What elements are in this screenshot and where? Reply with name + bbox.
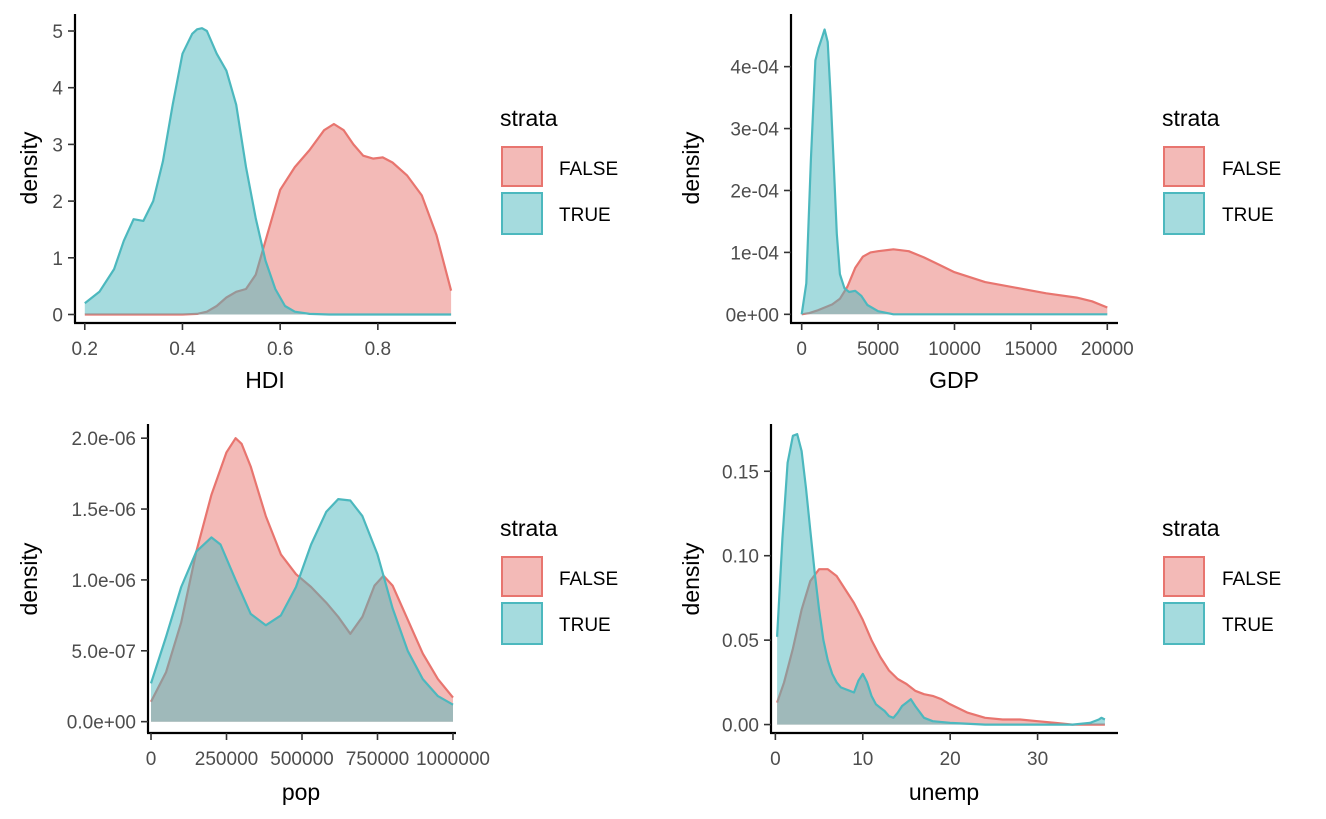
x-tick-label: 20000	[1081, 339, 1134, 360]
y-tick-label: 4e-04	[730, 58, 779, 79]
x-tick-label: 0	[796, 339, 807, 360]
x-tick-label: 0.4	[169, 339, 196, 360]
legend-title: strata	[500, 515, 558, 541]
x-tick-label: 5000	[857, 339, 899, 360]
legend-title: strata	[1162, 515, 1220, 541]
x-tick-label: 20	[940, 749, 961, 770]
density-line-false	[776, 568, 1105, 726]
legend-label-true: TRUE	[559, 205, 611, 226]
legend-title: strata	[1162, 105, 1220, 131]
legend-key-false	[501, 146, 543, 187]
y-axis-title-unemp: density	[678, 542, 704, 615]
x-tick-label: 0	[770, 749, 781, 770]
x-tick-label: 30	[1027, 749, 1048, 770]
y-axis-title-pop: density	[16, 542, 42, 615]
y-tick-label: 1	[52, 249, 63, 270]
legend-gdp: strata FALSE TRUE	[1162, 105, 1281, 235]
y-tick-label: 3	[52, 135, 63, 156]
y-tick-label: 2	[52, 192, 63, 213]
x-tick-label: 15000	[1004, 339, 1057, 360]
y-tick-label: 0.0e+00	[67, 713, 136, 734]
x-axis-title-unemp: unemp	[909, 779, 979, 805]
y-tick-label: 1.0e-06	[72, 571, 136, 592]
ticks-unemp: 0 10 20 30 0.00 0.05 0.10 0.15	[722, 462, 1048, 770]
panel-pop: 0 250000 500000 750000 1000000 0.0e+00 5.0e-07…	[16, 424, 618, 805]
legend-key-true	[1163, 602, 1205, 645]
y-tick-label: 4	[52, 79, 63, 100]
legend-key-false	[501, 556, 543, 597]
ticks-hdi: 0.2 0.4 0.6 0.8 0 1 2 3 4 5	[52, 22, 391, 360]
x-axis-title-gdp: GDP	[929, 367, 979, 393]
legend-key-false	[1163, 146, 1205, 187]
legend-key-false	[1163, 556, 1205, 597]
legend-label-false: FALSE	[559, 159, 618, 180]
legend-label-true: TRUE	[1222, 615, 1274, 636]
density-area-false	[801, 249, 1108, 315]
x-axis-title-pop: pop	[282, 779, 320, 805]
ticks-gdp: 0 5000 10000 15000 20000 0e+00 1e-04 2e-04 3e-04…	[726, 58, 1134, 360]
y-tick-label: 0.10	[722, 547, 759, 568]
y-tick-label: 1.5e-06	[72, 500, 136, 521]
density-area-true	[151, 499, 453, 722]
y-tick-label: 5	[52, 22, 63, 43]
plot-area-unemp	[776, 433, 1106, 726]
panel-unemp: 0 10 20 30 0.00 0.05 0.10 0.15 unemp density st…	[678, 424, 1281, 805]
panel-gdp: 0 5000 10000 15000 20000 0e+00 1e-04 2e-04 3e-04…	[678, 14, 1281, 393]
x-tick-label: 0.2	[72, 339, 98, 360]
y-tick-label: 0.15	[722, 462, 759, 483]
x-tick-label: 750000	[346, 749, 409, 770]
plot-area-gdp	[800, 28, 1108, 316]
y-tick-label: 2e-04	[730, 181, 779, 202]
legend-label-true: TRUE	[1222, 205, 1274, 226]
legend-key-true	[501, 192, 543, 235]
y-tick-label: 0.00	[722, 716, 759, 737]
y-tick-label: 3e-04	[730, 120, 779, 141]
x-tick-label: 500000	[270, 749, 333, 770]
y-tick-label: 5.0e-07	[72, 642, 136, 663]
panel-hdi: 0.2 0.4 0.6 0.8 0 1 2 3 4 5 HDI density strata FA…	[16, 14, 618, 393]
y-axis-title-hdi: density	[16, 131, 42, 204]
y-tick-label: 2.0e-06	[72, 429, 136, 450]
legend-unemp: strata FALSE TRUE	[1162, 515, 1281, 645]
density-area-true	[801, 29, 1108, 315]
x-tick-label: 0.6	[267, 339, 293, 360]
y-tick-label: 0	[52, 305, 63, 326]
density-area-true	[777, 434, 1105, 725]
x-tick-label: 10000	[928, 339, 981, 360]
legend-label-false: FALSE	[1222, 569, 1281, 590]
legend-title: strata	[500, 105, 558, 131]
legend-label-true: TRUE	[559, 615, 611, 636]
legend-key-true	[501, 602, 543, 645]
y-axis-title-gdp: density	[678, 131, 704, 204]
x-tick-label: 1000000	[416, 749, 490, 770]
y-tick-label: 1e-04	[730, 243, 779, 264]
y-tick-label: 0.05	[722, 631, 759, 652]
x-tick-label: 250000	[195, 749, 258, 770]
density-area-true	[84, 28, 452, 315]
x-tick-label: 0.8	[365, 339, 391, 360]
legend-pop: strata FALSE TRUE	[500, 515, 618, 645]
legend-key-true	[1163, 192, 1205, 235]
density-line-true	[84, 27, 452, 316]
density-area-false	[84, 124, 452, 315]
legend-label-false: FALSE	[559, 569, 618, 590]
ticks-pop: 0 250000 500000 750000 1000000 0.0e+00 5.0e-07…	[67, 429, 490, 770]
legend-label-false: FALSE	[1222, 159, 1281, 180]
legend-hdi: strata FALSE TRUE	[500, 105, 618, 235]
density-line-true	[800, 28, 1108, 316]
density-line-true	[149, 498, 454, 706]
plot-area-hdi	[84, 27, 453, 316]
density-line-true	[776, 433, 1106, 726]
x-tick-label: 0	[146, 749, 157, 770]
plot-area-pop	[149, 437, 454, 722]
x-tick-label: 10	[852, 749, 873, 770]
y-tick-label: 0e+00	[726, 305, 779, 326]
x-axis-title-hdi: HDI	[245, 367, 285, 393]
